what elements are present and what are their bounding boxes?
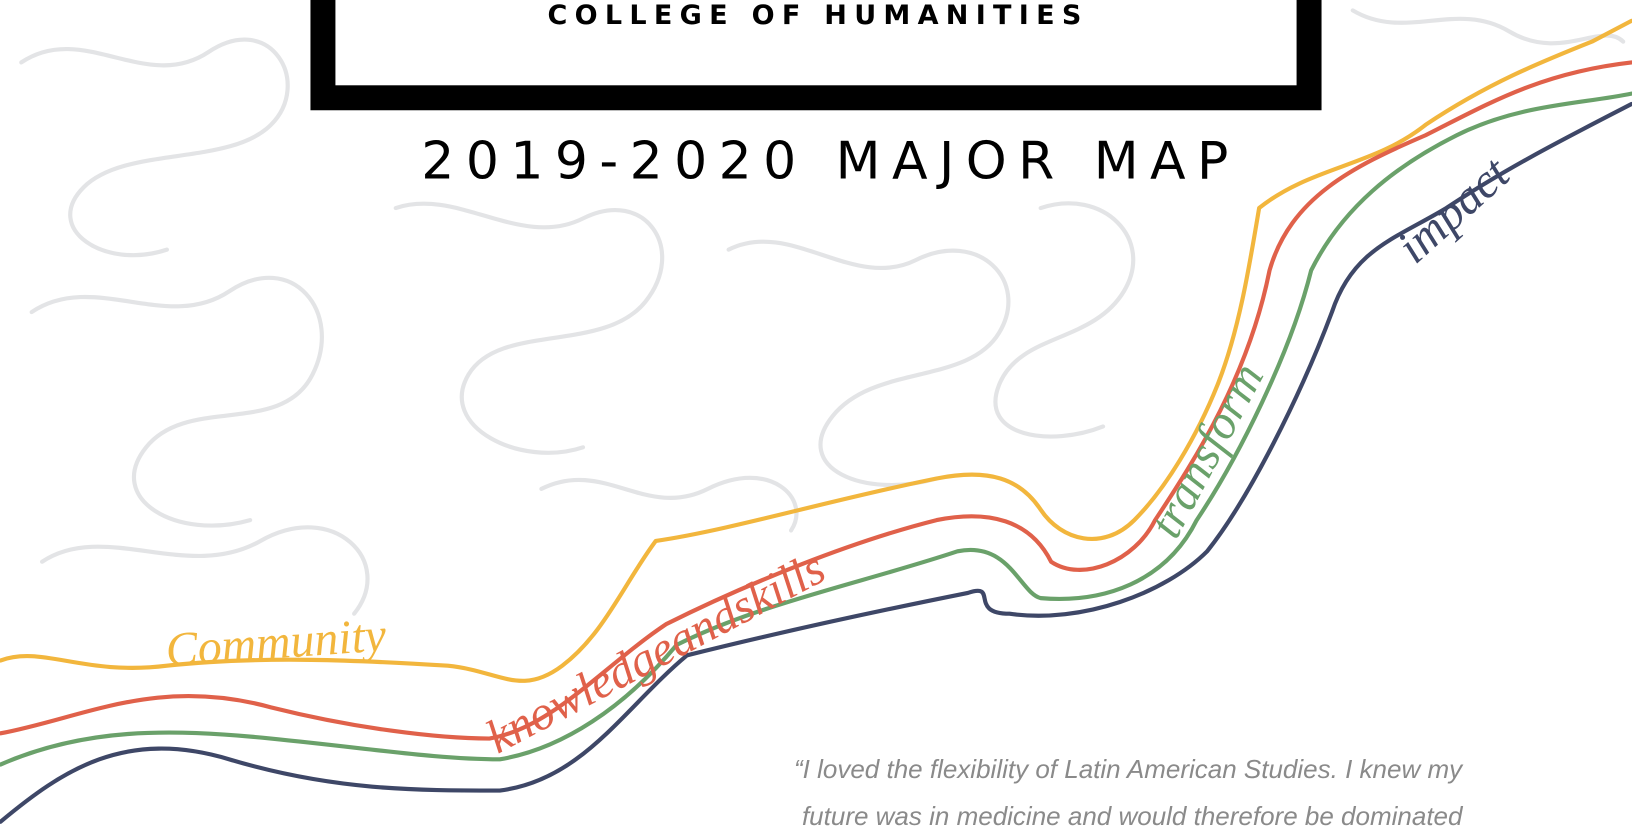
college-name: COLLEGE OF HUMANITIES [548,0,1089,31]
quote-line: “I loved the flexibility of Latin Americ… [794,754,1464,784]
ribbon-word: Community [164,608,388,676]
quote-line: future was in medicine and would therefo… [802,801,1464,828]
page-title: 2019-2020 MAJOR MAP [421,131,1240,191]
ribbon-line [0,104,1631,822]
poster: COLLEGE OF HUMANITIES 2019-2020 MAJOR MA… [0,0,1632,828]
page: {"header": {"college": "COLLEGE OF HUMAN… [0,0,1632,828]
ribbon-word: knowledgeandskills [478,541,834,764]
ribbon-word: transform [1139,355,1274,546]
